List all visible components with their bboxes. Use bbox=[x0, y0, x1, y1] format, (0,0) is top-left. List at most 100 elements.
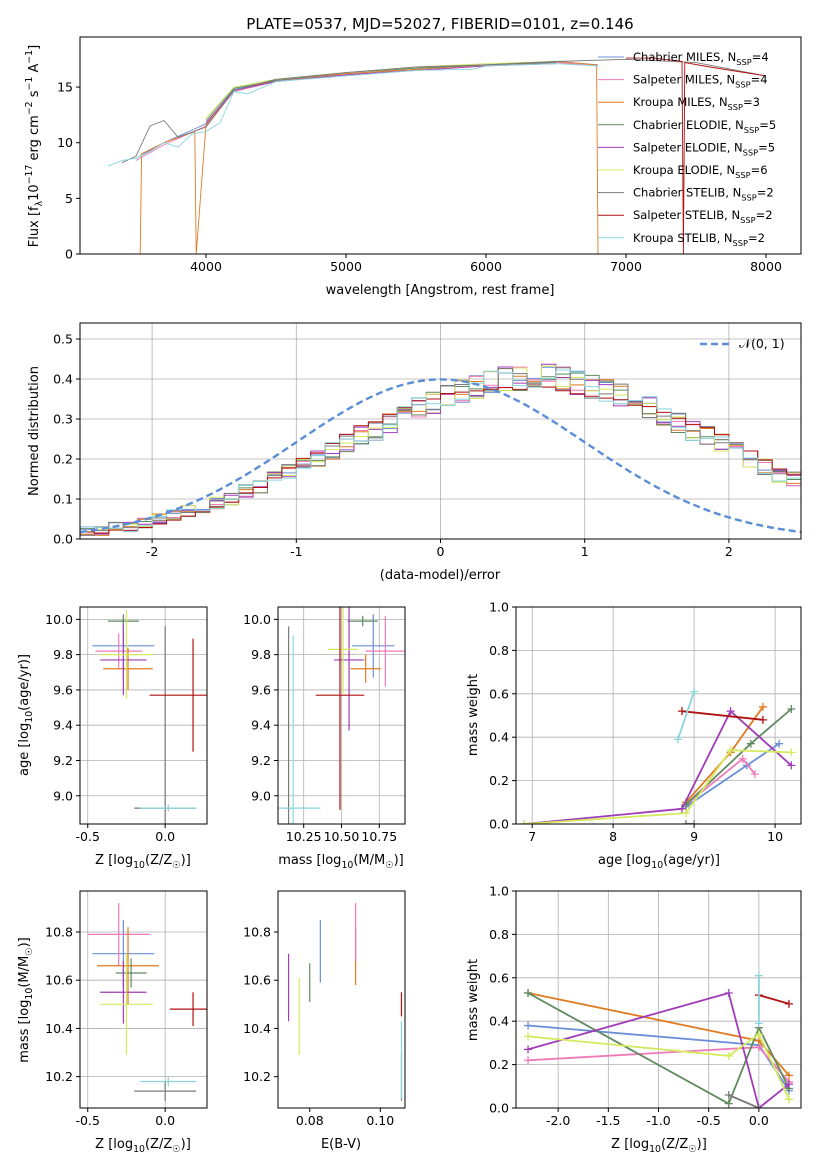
y-tick-label: 0.0 bbox=[53, 532, 73, 547]
x-axis-label-part: )] bbox=[394, 853, 404, 868]
legend-label-part: Chabrier MILES, N bbox=[633, 50, 736, 64]
legend-label-part: Kroupa STELIB, N bbox=[633, 231, 733, 245]
x-axis-label-part: Z [log bbox=[95, 1137, 133, 1152]
legend-label-part: SSP bbox=[740, 215, 755, 225]
spectrum-series bbox=[139, 61, 599, 254]
weight-marker bbox=[724, 1090, 733, 1099]
axes-frame bbox=[79, 890, 208, 1109]
legend-label-part: =2 bbox=[748, 231, 765, 245]
x-tick-label: 10 bbox=[767, 829, 783, 844]
legend-label: Salpeter ELODIE, NSSP=5 bbox=[633, 140, 775, 157]
y-tick-label: 0.0 bbox=[489, 817, 509, 832]
x-axis-label-part: )] bbox=[181, 1137, 191, 1152]
weight-line bbox=[527, 992, 790, 1105]
weight-marker bbox=[754, 971, 763, 980]
weight-marker bbox=[724, 1051, 733, 1060]
x-tick-label: 2 bbox=[725, 544, 733, 559]
y-tick-label: 0.2 bbox=[53, 452, 73, 467]
weight-marker bbox=[724, 1099, 733, 1108]
legend-label-part: Kroupa MILES, N bbox=[633, 95, 728, 109]
spectrum-series bbox=[135, 61, 599, 159]
plot-area bbox=[92, 610, 207, 824]
legend-label-part: =5 bbox=[758, 140, 775, 154]
y-tick-label: 9.8 bbox=[251, 647, 271, 662]
y-tick-label: 0.8 bbox=[489, 927, 509, 942]
axes-mass-vs-EBV: 0.08 0.10 10.2 10.4 10.6 10.8 E(B-V) bbox=[243, 890, 406, 1152]
weight-marker bbox=[673, 735, 682, 744]
weight-marker bbox=[746, 739, 755, 748]
axes-age-vs-Z: -0.5 0.09.09.29.49.69.810.0Z [log10(Z/Z☉)… bbox=[17, 606, 208, 871]
x-axis-label-part: (Z/Z bbox=[145, 853, 172, 868]
legend-label: Kroupa STELIB, NSSP=2 bbox=[633, 231, 765, 248]
y-axis-label-part: erg cm bbox=[27, 115, 42, 164]
y-tick-label: 9.6 bbox=[53, 682, 73, 697]
histogram-step bbox=[80, 369, 801, 533]
legend-label-part: =6 bbox=[751, 163, 768, 177]
x-axis-label-part: age [log bbox=[598, 853, 651, 868]
weight-marker bbox=[758, 715, 767, 724]
weight-marker bbox=[690, 687, 699, 696]
legend-label-part: SSP bbox=[741, 193, 756, 203]
x-axis-label-part: ☉ bbox=[385, 860, 393, 871]
weight-marker bbox=[524, 1032, 533, 1041]
x-tick-label: -0.5 bbox=[76, 1113, 100, 1128]
x-axis-label: wavelength [Angstrom, rest frame] bbox=[326, 283, 555, 298]
y-tick-label: 10.0 bbox=[243, 612, 271, 627]
y-tick-label: 10.8 bbox=[45, 924, 73, 939]
weight-marker bbox=[524, 1045, 533, 1054]
weight-marker bbox=[677, 707, 686, 716]
legend-label-part: Chabrier STELIB, N bbox=[633, 186, 741, 200]
y-axis-label-part: s bbox=[27, 90, 42, 101]
x-axis-label-part: )] bbox=[181, 853, 191, 868]
y-axis-label-part: 10 bbox=[24, 988, 35, 1000]
y-tick-label: 10.6 bbox=[243, 973, 271, 988]
y-axis-label: mass weight bbox=[466, 959, 481, 1041]
y-tick-label: 9.2 bbox=[53, 753, 73, 768]
y-axis-label-part: 10 bbox=[27, 184, 42, 201]
weight-marker bbox=[726, 746, 735, 755]
y-tick-label: 9.0 bbox=[251, 788, 271, 803]
weight-marker bbox=[775, 739, 784, 748]
histogram-step bbox=[80, 367, 801, 536]
x-axis-label-part: mass [log bbox=[278, 853, 341, 868]
x-tick-label: 0.08 bbox=[296, 1113, 324, 1128]
x-axis-label-part: Z [log bbox=[95, 853, 133, 868]
y-tick-label: 10.4 bbox=[45, 1021, 73, 1036]
y-axis-label-part: )] bbox=[17, 937, 32, 947]
weight-line bbox=[524, 710, 792, 824]
axes-frame bbox=[515, 606, 802, 825]
x-tick-label: 8 bbox=[609, 829, 617, 844]
plot-area bbox=[87, 903, 207, 1101]
weight-marker bbox=[754, 1030, 763, 1039]
x-axis-label: Z [log10(Z/Z☉)] bbox=[611, 1137, 707, 1155]
legend-label-part: SSP bbox=[736, 57, 751, 67]
legend-label: Chabrier STELIB, NSSP=2 bbox=[633, 186, 774, 203]
weight-marker bbox=[738, 754, 747, 763]
plot-area bbox=[524, 971, 793, 1108]
legend-label: Salpeter STELIB, NSSP=2 bbox=[633, 208, 773, 225]
y-axis-label-part: (M/M bbox=[17, 956, 32, 988]
legend-label-part: =4 bbox=[752, 50, 769, 64]
x-axis-label-part: Z [log bbox=[611, 1137, 649, 1152]
legend-label-part: SSP bbox=[743, 147, 758, 157]
y-axis-label-part: age [log bbox=[17, 723, 32, 776]
x-axis-label-part: (Z/Z bbox=[145, 1137, 172, 1152]
histogram-step bbox=[80, 365, 801, 533]
axes-frame bbox=[79, 36, 802, 255]
x-axis-label-part: ☉ bbox=[688, 1144, 696, 1155]
x-tick-label: -2.0 bbox=[546, 1113, 570, 1128]
x-tick-label: 10.75 bbox=[361, 829, 397, 844]
y-axis-label-part: −2 bbox=[24, 101, 35, 115]
y-tick-label: 1.0 bbox=[489, 600, 509, 615]
y-tick-label: 0.2 bbox=[489, 773, 509, 788]
x-axis-label: age [log10(age/yr)] bbox=[598, 853, 720, 871]
y-tick-label: 0.4 bbox=[489, 730, 509, 745]
x-tick-label: -1.5 bbox=[596, 1113, 620, 1128]
weight-marker bbox=[726, 707, 735, 716]
x-tick-label: -1.0 bbox=[646, 1113, 670, 1128]
x-tick-label: -1 bbox=[290, 544, 302, 559]
x-tick-label: 7 bbox=[528, 829, 536, 844]
